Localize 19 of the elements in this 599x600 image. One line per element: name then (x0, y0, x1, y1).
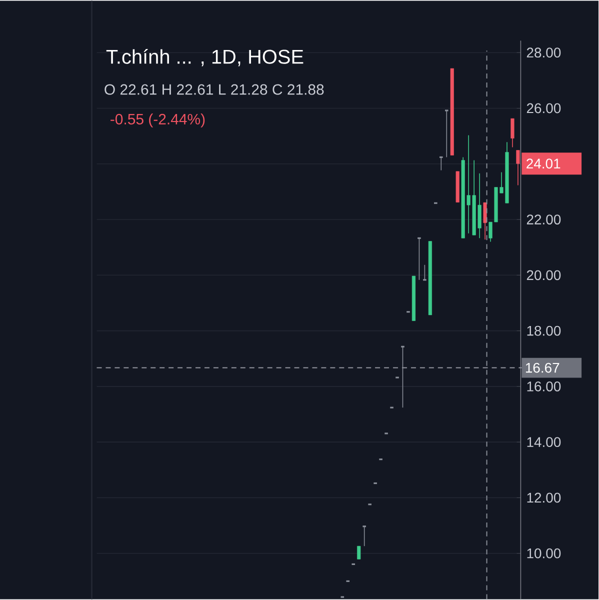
text: 24.01 (526, 158, 560, 169)
candlestick (478, 172, 482, 239)
y-tick-label: 14.00 (528, 437, 561, 448)
candlestick (510, 118, 515, 148)
candlestick (417, 237, 422, 280)
y-tick-label: 16.00 (528, 381, 561, 392)
chart-title: T.chính ... , 1D, HOSE (106, 48, 304, 66)
text: -0.55 (-2.44%) (110, 113, 205, 128)
ref-line-label: 16.67 (526, 362, 560, 373)
y-tick-label: 18.00 (528, 326, 561, 336)
y-tick-label: 22.00 (527, 214, 561, 224)
y-tick-label: 20.00 (527, 270, 561, 280)
text: O 22.61 H 22.61 L 21.28 C 21.88 (104, 84, 324, 95)
y-tick-label: 28.00 (527, 48, 561, 58)
y-tick-label: 10.00 (528, 548, 561, 558)
candlestick (357, 546, 361, 560)
candlestick (483, 202, 488, 240)
y-tick-label: 12.00 (528, 492, 561, 503)
y-tick-label: 26.00 (527, 103, 561, 114)
